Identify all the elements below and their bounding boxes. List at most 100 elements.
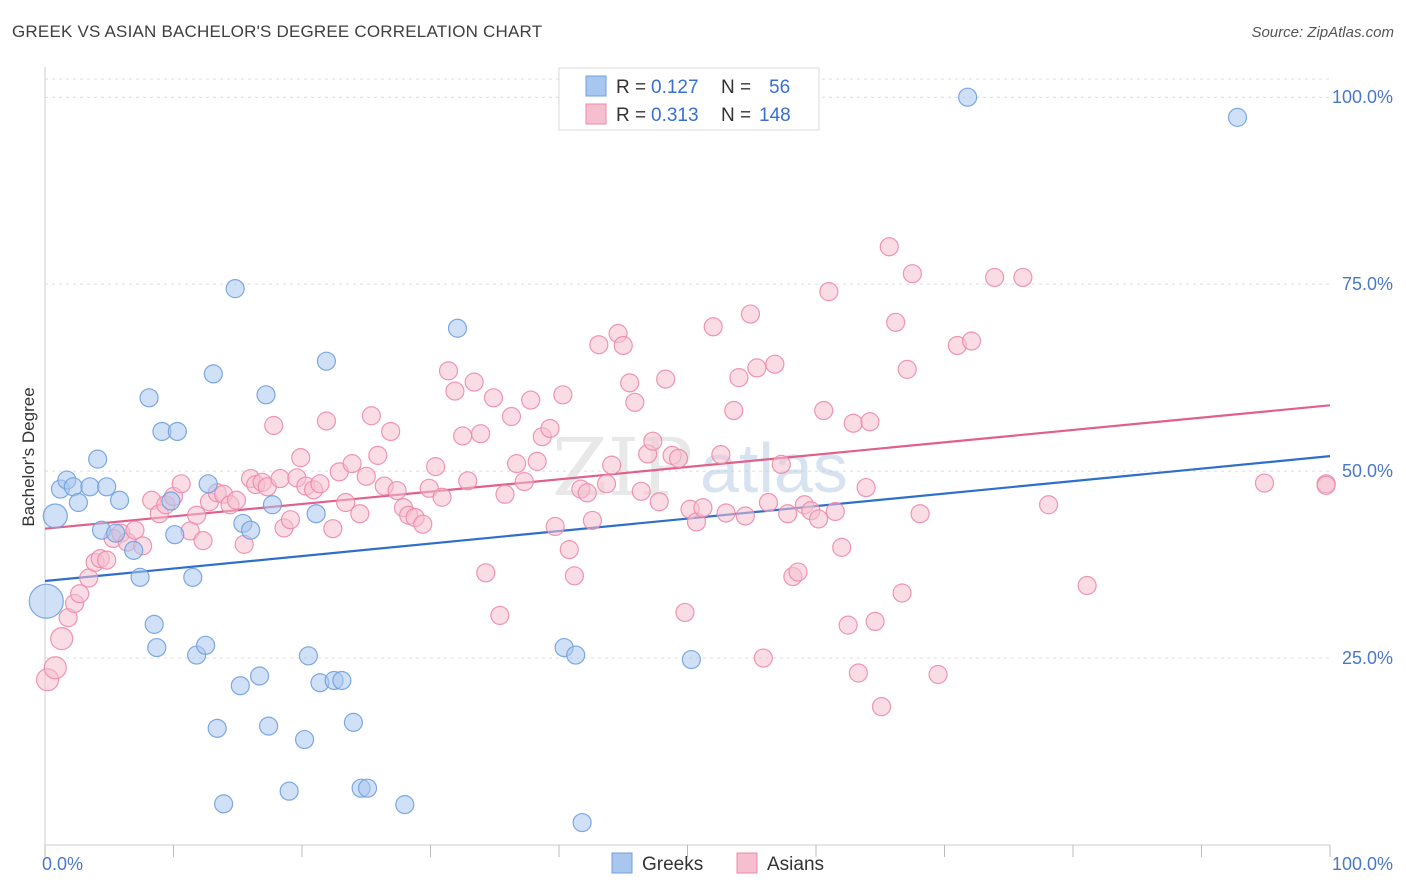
point-asians <box>264 415 284 436</box>
point-greeks <box>958 87 978 107</box>
y-tick-labels: 25.0% 50.0% 75.0% 100.0% <box>1332 87 1393 668</box>
point-asians <box>1077 575 1097 596</box>
point-greeks <box>106 523 126 543</box>
point-greeks <box>357 778 378 798</box>
point-asians <box>545 516 565 537</box>
bottom-legend-swatch-asians <box>736 852 758 874</box>
series-asians <box>35 237 1336 717</box>
point-asians <box>187 505 207 525</box>
point-asians <box>724 400 744 421</box>
series-greeks <box>28 87 1248 833</box>
y-tick-label: 75.0% <box>1342 274 1393 294</box>
point-greeks <box>249 666 270 686</box>
point-greeks <box>165 525 185 545</box>
point-asians <box>843 413 863 433</box>
x-tick-label: 100.0% <box>1332 854 1393 874</box>
point-asians <box>1316 475 1336 495</box>
point-asians <box>625 392 645 412</box>
legend-r-value-greeks: 0.127 <box>651 77 699 98</box>
point-asians <box>426 457 446 477</box>
point-asians <box>171 474 191 494</box>
point-asians <box>582 510 603 531</box>
points <box>28 87 1336 833</box>
point-greeks <box>167 421 187 442</box>
point-asians <box>316 411 337 431</box>
point-asians <box>1254 473 1275 493</box>
point-asians <box>490 605 510 626</box>
point-asians <box>193 531 213 551</box>
point-asians <box>356 466 376 486</box>
point-greeks <box>294 729 315 750</box>
point-asians <box>753 648 773 668</box>
legend-box: R = 0.127 N = 56 R = 0.313 N = 148 <box>558 67 820 131</box>
point-asians <box>832 537 852 557</box>
point-greeks <box>203 364 223 384</box>
point-asians <box>476 563 496 583</box>
point-asians <box>577 483 597 503</box>
point-asians <box>985 267 1005 288</box>
point-asians <box>501 406 522 427</box>
bottom-legend-swatch-greeks <box>611 852 633 874</box>
x-tick-label: 0.0% <box>42 854 83 874</box>
legend-n-label-greeks: N = <box>721 77 751 98</box>
point-greeks <box>42 503 68 529</box>
y-tick-label: 50.0% <box>1342 461 1393 481</box>
point-greeks <box>230 676 250 696</box>
point-asians <box>1038 495 1059 515</box>
point-asians <box>453 426 473 446</box>
point-greeks <box>130 567 150 587</box>
point-greeks <box>214 794 234 814</box>
point-asians <box>323 519 343 539</box>
point-asians <box>897 359 917 379</box>
point-asians <box>825 501 845 522</box>
point-greeks <box>225 279 245 299</box>
legend-n-label-asians: N = <box>721 105 751 126</box>
point-asians <box>361 406 381 426</box>
point-asians <box>495 484 515 504</box>
point-greeks <box>196 635 216 655</box>
point-asians <box>771 454 791 474</box>
point-greeks <box>332 670 352 691</box>
bottom-legend-label-asians: Asians <box>767 854 824 875</box>
point-asians <box>814 400 834 421</box>
point-greeks <box>447 318 468 338</box>
legend-swatch-asians <box>585 103 607 125</box>
point-asians <box>910 504 930 524</box>
point-asians <box>865 611 885 632</box>
point-asians <box>879 237 899 257</box>
watermark-zip: ZIP <box>552 421 693 514</box>
point-asians <box>668 448 689 468</box>
point-asians <box>483 388 504 408</box>
axes <box>44 67 1331 857</box>
point-greeks <box>144 614 164 634</box>
point-asians <box>270 468 290 489</box>
point-asians <box>432 487 452 507</box>
point-asians <box>458 471 478 491</box>
point-greeks <box>681 649 701 670</box>
point-asians <box>675 602 695 623</box>
point-greeks <box>262 495 283 515</box>
point-asians <box>643 431 663 451</box>
point-asians <box>1013 267 1033 288</box>
point-greeks <box>1227 107 1248 127</box>
point-asians <box>445 381 465 401</box>
point-asians <box>336 492 356 513</box>
x-tick-labels: 0.0% 100.0% <box>42 854 1393 874</box>
point-asians <box>50 627 74 651</box>
point-asians <box>471 424 491 444</box>
point-greeks <box>161 491 181 511</box>
y-axis-title: Bachelor's Degree <box>19 387 38 526</box>
point-asians <box>631 481 651 501</box>
point-asians <box>902 264 922 284</box>
point-asians <box>589 335 609 355</box>
point-asians <box>871 697 892 717</box>
point-asians <box>291 448 311 468</box>
legend-swatch-greeks <box>585 75 607 97</box>
point-asians <box>778 504 798 524</box>
trendline-greeks <box>44 455 1331 583</box>
point-greeks <box>80 477 100 497</box>
point-asians <box>819 282 839 302</box>
point-asians <box>808 509 829 529</box>
chart-title: GREEK VS ASIAN BACHELOR'S DEGREE CORRELA… <box>12 22 543 41</box>
